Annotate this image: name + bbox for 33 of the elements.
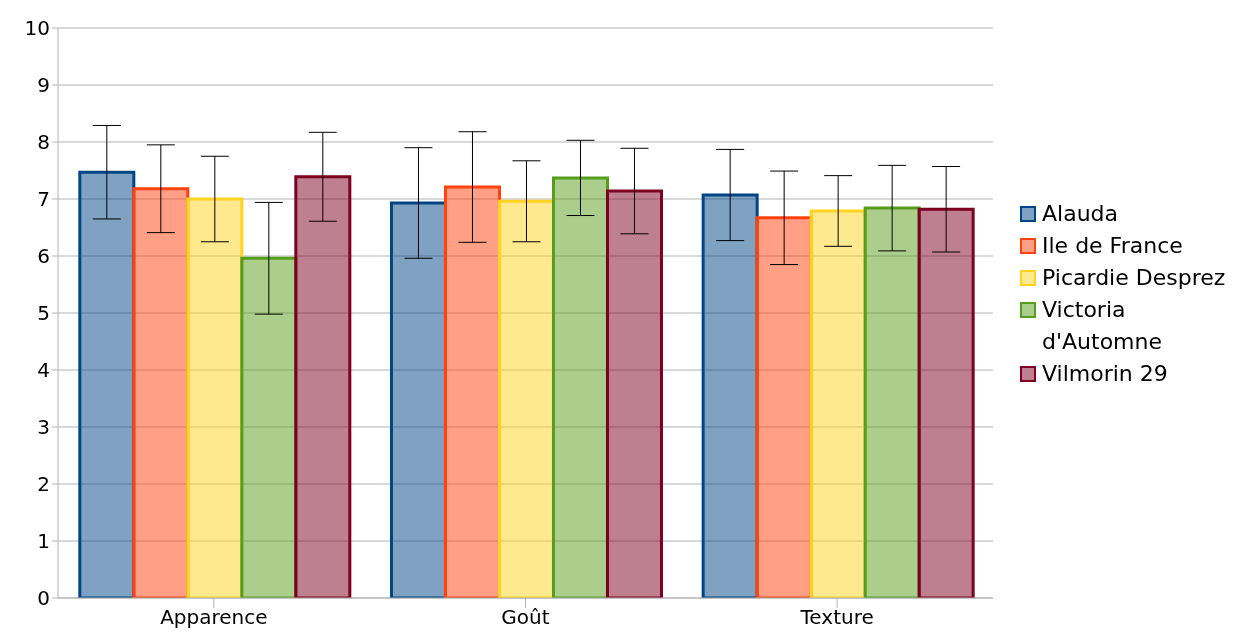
y-tick-label: 1 — [37, 529, 50, 554]
y-tick-label: 0 — [37, 586, 50, 611]
y-tick-label: 5 — [37, 301, 50, 326]
bar — [551, 176, 609, 598]
legend-label: Alauda — [1042, 200, 1119, 228]
x-tick-label: Apparence — [160, 605, 268, 630]
bar — [917, 207, 975, 598]
y-tick-label: 3 — [37, 415, 50, 440]
y-tick-label: 10 — [24, 16, 50, 41]
bar — [605, 189, 663, 598]
legend-label: Victoria d'Automne — [1042, 296, 1163, 356]
legend-label: Picardie Desprez — [1042, 264, 1226, 292]
bar — [863, 206, 921, 598]
bar — [701, 193, 759, 598]
y-tick-label: 2 — [37, 472, 50, 497]
y-tick-label: 6 — [37, 244, 50, 269]
bar — [443, 185, 501, 598]
bar — [186, 197, 244, 598]
bar — [755, 216, 813, 598]
bar — [389, 201, 447, 598]
bar — [497, 199, 555, 598]
bar — [78, 170, 136, 598]
bar — [294, 175, 352, 598]
y-tick-label: 9 — [37, 73, 50, 98]
x-tick-label: Texture — [799, 605, 874, 630]
y-tick-label: 7 — [37, 187, 50, 212]
bar — [132, 187, 190, 598]
x-tick-label: Goût — [501, 605, 550, 630]
y-tick-label: 4 — [37, 358, 50, 383]
legend-label: Vilmorin 29 — [1042, 360, 1168, 388]
legend-label: Ile de France — [1042, 232, 1183, 260]
y-tick-label: 8 — [37, 130, 50, 155]
bar — [809, 209, 867, 598]
